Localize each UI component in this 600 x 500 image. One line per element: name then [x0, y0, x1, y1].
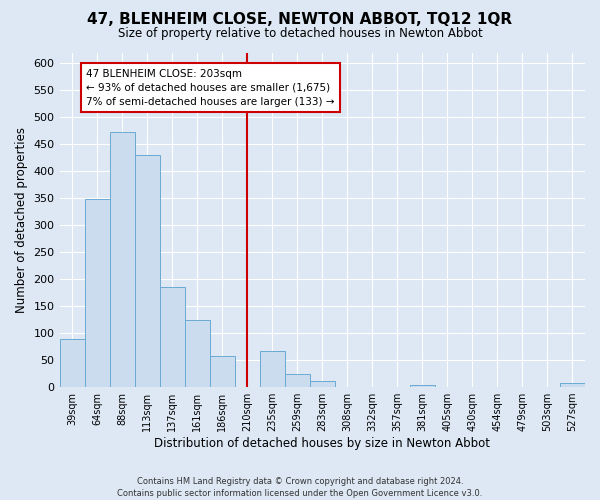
- Bar: [310, 380, 335, 387]
- X-axis label: Distribution of detached houses by size in Newton Abbot: Distribution of detached houses by size …: [154, 437, 490, 450]
- Text: 47, BLENHEIM CLOSE, NEWTON ABBOT, TQ12 1QR: 47, BLENHEIM CLOSE, NEWTON ABBOT, TQ12 1…: [88, 12, 512, 28]
- Bar: [85, 200, 110, 387]
- Text: Size of property relative to detached houses in Newton Abbot: Size of property relative to detached ho…: [118, 28, 482, 40]
- Bar: [285, 374, 310, 387]
- Bar: [410, 386, 435, 387]
- Text: Contains HM Land Registry data © Crown copyright and database right 2024.
Contai: Contains HM Land Registry data © Crown c…: [118, 476, 482, 498]
- Text: 47 BLENHEIM CLOSE: 203sqm
← 93% of detached houses are smaller (1,675)
7% of sem: 47 BLENHEIM CLOSE: 203sqm ← 93% of detac…: [86, 68, 334, 106]
- Bar: [134, 155, 160, 387]
- Bar: [185, 320, 209, 387]
- Bar: [560, 384, 585, 387]
- Bar: [160, 287, 185, 387]
- Bar: [59, 338, 85, 387]
- Bar: [110, 132, 134, 387]
- Y-axis label: Number of detached properties: Number of detached properties: [15, 127, 28, 313]
- Bar: [260, 351, 285, 387]
- Bar: [209, 356, 235, 387]
